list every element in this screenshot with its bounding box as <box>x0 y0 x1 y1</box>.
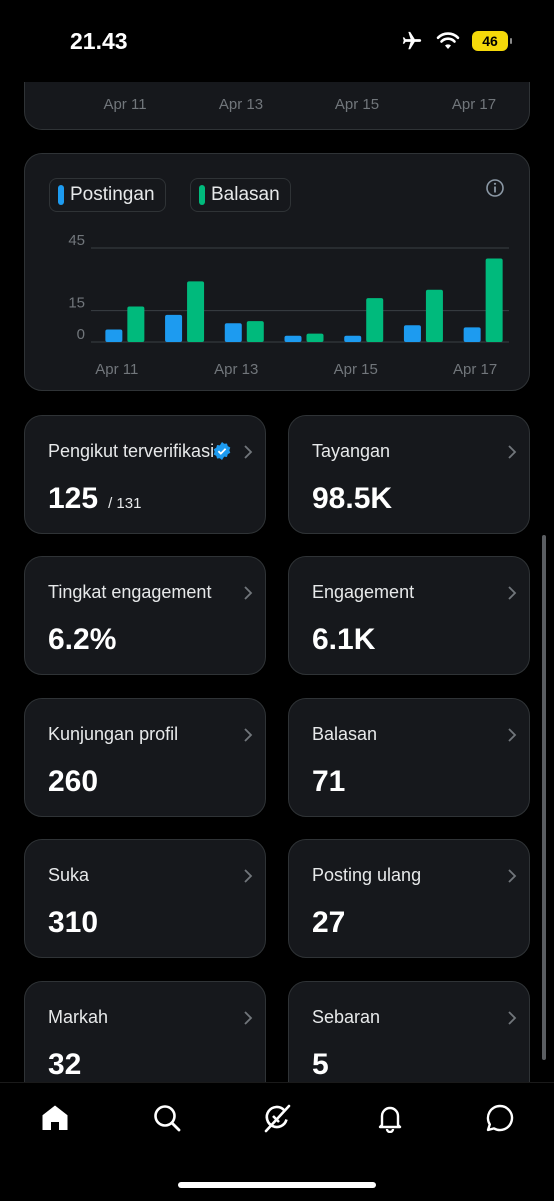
bar-balasan <box>306 333 324 342</box>
home-indicator <box>178 1182 376 1188</box>
status-icons: 46 <box>400 30 512 52</box>
legend-balasan[interactable]: Balasan <box>190 178 291 212</box>
chevron-right-icon <box>244 869 253 883</box>
x-tick-label: Apr 11 <box>95 361 138 378</box>
stat-card-bookmarks[interactable]: Markah 32 <box>24 981 266 1100</box>
bar-chart: 0 15 45 Apr 11 Apr 13 Apr 15 Apr 17 <box>68 232 509 378</box>
legend-postingan[interactable]: Postingan <box>49 178 166 212</box>
stat-value: 310 <box>48 906 99 939</box>
wifi-icon <box>436 32 460 49</box>
stat-label: Balasan <box>312 724 378 744</box>
stat-value: 32 <box>48 1048 82 1081</box>
top-tick-label: Apr 13 <box>218 96 264 113</box>
top-tick-label: Apr 15 <box>334 96 380 113</box>
chevron-right-icon <box>244 1011 253 1025</box>
bottom-nav <box>0 1082 554 1201</box>
stat-value: 71 <box>312 765 346 798</box>
status-time: 21.43 <box>70 28 128 54</box>
legend-label: Balasan <box>211 184 280 205</box>
bar-balasan <box>127 306 145 342</box>
bar-balasan <box>366 298 384 342</box>
top-chart-x-axis: Apr 11 Apr 13 Apr 15 Apr 17 <box>25 96 529 116</box>
stat-label: Tayangan <box>312 441 391 461</box>
legend-swatch-blue <box>58 185 64 205</box>
stat-label: Kunjungan profil <box>48 724 179 744</box>
stat-card-engagement[interactable]: Engagement 6.1K <box>288 556 530 675</box>
y-tick-label: 15 <box>68 295 85 312</box>
bar-postingan <box>165 314 183 342</box>
chevron-right-icon <box>508 586 517 600</box>
bar-postingan <box>403 325 421 342</box>
stat-label: Engagement <box>312 582 415 602</box>
stat-label: Sebaran <box>312 1007 381 1027</box>
legend-label: Postingan <box>70 184 155 205</box>
battery-icon: 46 <box>472 31 512 51</box>
stat-value-number: 125 <box>48 482 99 515</box>
stat-card-profile-visits[interactable]: Kunjungan profil 260 <box>24 698 266 817</box>
notifications-icon[interactable] <box>375 1103 405 1133</box>
status-bar: 21.43 46 <box>0 0 554 82</box>
stat-card-replies[interactable]: Balasan 71 <box>288 698 530 817</box>
bar-balasan <box>246 321 264 342</box>
y-tick-label: 45 <box>68 232 85 249</box>
stat-value-suffix: / 131 <box>108 495 142 512</box>
chevron-right-icon <box>508 869 517 883</box>
stat-value: 27 <box>312 906 346 939</box>
stat-value: 98.5K <box>312 482 393 515</box>
stat-value: 6.2% <box>48 623 117 656</box>
info-icon[interactable] <box>485 178 505 198</box>
bar-postingan <box>284 335 302 342</box>
top-tick-label: Apr 17 <box>451 96 497 113</box>
top-tick-label: Apr 11 <box>103 96 147 113</box>
bar-postingan <box>344 335 362 342</box>
home-icon[interactable] <box>40 1103 70 1133</box>
chevron-right-icon <box>508 445 517 459</box>
stat-label: Suka <box>48 865 90 885</box>
bar-balasan <box>425 289 443 342</box>
verified-badge-icon <box>213 442 231 460</box>
stat-card-reposts[interactable]: Posting ulang 27 <box>288 839 530 958</box>
bar-postingan <box>105 329 123 342</box>
airplane-icon <box>402 31 422 50</box>
stat-card-likes[interactable]: Suka 310 <box>24 839 266 958</box>
chevron-right-icon <box>244 586 253 600</box>
stat-value: 6.1K <box>312 623 376 656</box>
messages-icon[interactable] <box>485 1103 515 1133</box>
x-tick-label: Apr 13 <box>214 361 258 378</box>
grok-icon[interactable] <box>262 1103 292 1133</box>
stat-label: Tingkat engagement <box>48 582 212 602</box>
x-tick-label: Apr 15 <box>334 361 378 378</box>
stat-label: Pengikut terverifikasi <box>48 441 215 461</box>
stat-label: Posting ulang <box>312 865 422 885</box>
stat-card-views[interactable]: Tayangan 98.5K <box>288 415 530 534</box>
search-icon[interactable] <box>152 1103 182 1133</box>
chevron-right-icon <box>244 445 253 459</box>
stat-card-verified-followers[interactable]: Pengikut terverifikasi 125 / 131 <box>24 415 266 534</box>
stat-card-engagement-rate[interactable]: Tingkat engagement 6.2% <box>24 556 266 675</box>
bar-balasan <box>485 258 503 342</box>
legend-swatch-green <box>199 185 205 205</box>
chevron-right-icon <box>508 728 517 742</box>
bar-postingan <box>224 323 242 342</box>
chevron-right-icon <box>244 728 253 742</box>
x-tick-label: Apr 17 <box>453 361 497 378</box>
posts-replies-chart-card: Postingan Balasan 0 15 45 Apr 11 Apr 13 Apr 1… <box>24 153 530 391</box>
stat-value: 5 <box>312 1048 329 1081</box>
stat-card-shares[interactable]: Sebaran 5 <box>288 981 530 1100</box>
bar-balasan <box>187 281 205 342</box>
scrollbar[interactable] <box>542 535 546 1060</box>
bar-postingan <box>463 327 481 342</box>
chevron-right-icon <box>508 1011 517 1025</box>
stat-value: 125 / 131 <box>48 482 141 516</box>
y-tick-label: 0 <box>77 326 85 343</box>
stat-value: 260 <box>48 765 99 798</box>
stat-label: Markah <box>48 1007 109 1027</box>
